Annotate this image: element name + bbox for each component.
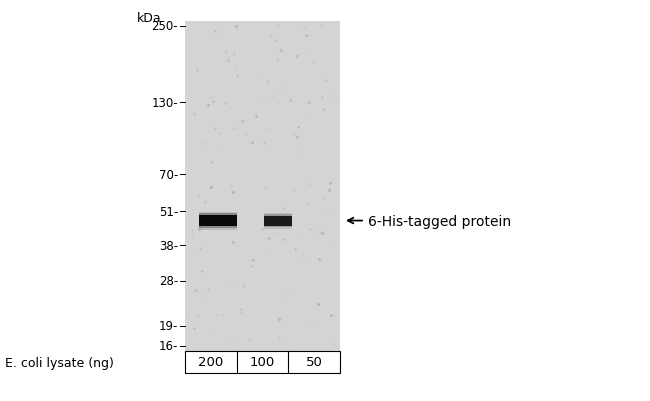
Bar: [264, 216, 292, 226]
Bar: [264, 215, 292, 227]
Text: 6-His-tagged protein: 6-His-tagged protein: [368, 214, 511, 228]
Text: 200: 200: [198, 356, 224, 369]
Text: 51-: 51-: [159, 205, 178, 218]
Text: 70-: 70-: [159, 168, 178, 181]
Text: 19-: 19-: [159, 320, 178, 333]
Text: E. coli lysate (ng): E. coli lysate (ng): [5, 356, 114, 369]
Bar: [199, 213, 237, 229]
Text: 50: 50: [306, 356, 322, 369]
Text: 16-: 16-: [159, 340, 178, 352]
Text: kDa: kDa: [137, 12, 162, 25]
Text: 250-: 250-: [151, 20, 178, 33]
Text: 130-: 130-: [151, 96, 178, 109]
Text: 28-: 28-: [159, 275, 178, 288]
Bar: [185, 351, 340, 373]
Bar: [199, 212, 237, 230]
Text: 38-: 38-: [159, 239, 178, 252]
Bar: [199, 215, 237, 227]
Text: 100: 100: [250, 356, 275, 369]
Bar: [185, 22, 340, 351]
Bar: [264, 213, 292, 229]
